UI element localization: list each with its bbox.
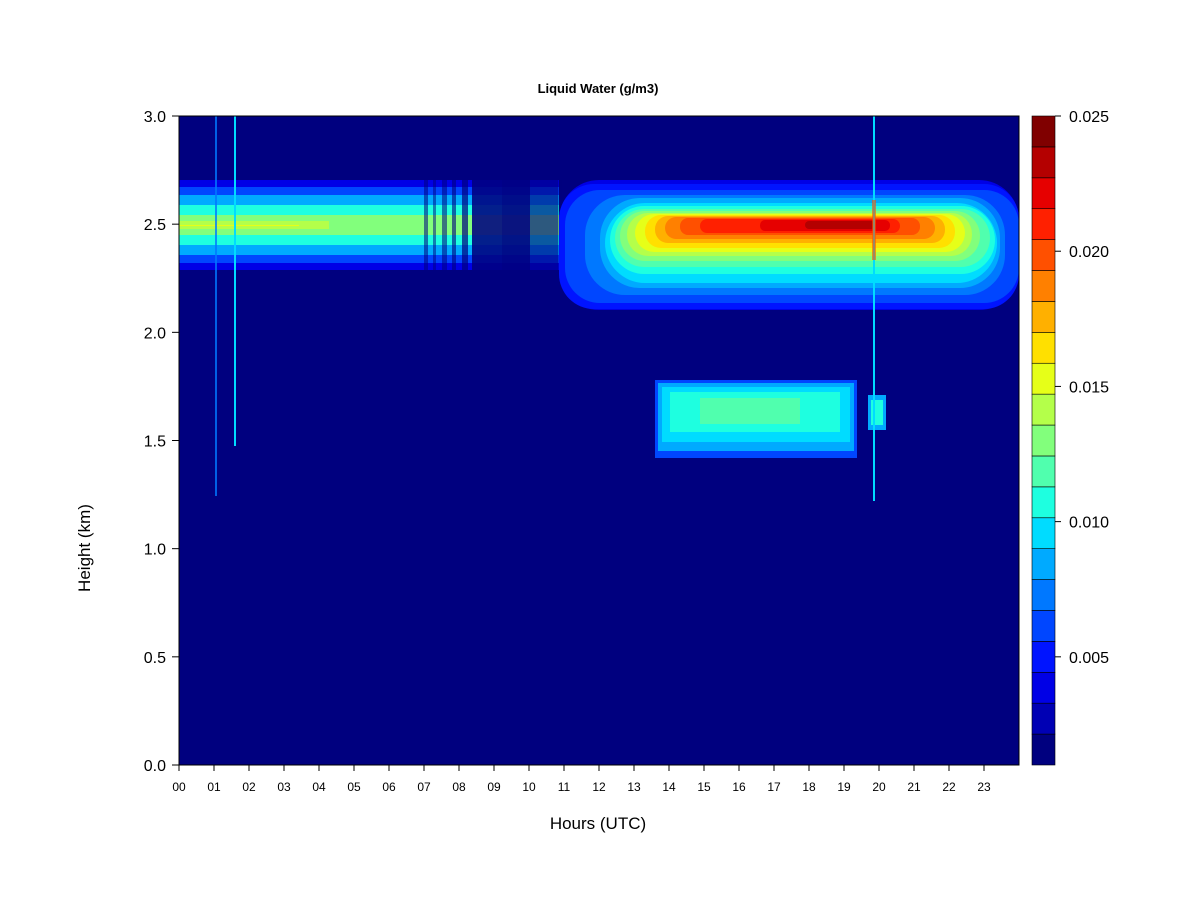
vertical-spikes bbox=[215, 116, 876, 501]
colorbar-swatch bbox=[1031, 115, 1056, 148]
upper-cloud-late bbox=[559, 180, 1019, 310]
colorbar-swatch bbox=[1031, 301, 1056, 333]
x-tick-label: 07 bbox=[417, 780, 431, 794]
x-tick-label: 10 bbox=[522, 780, 536, 794]
chart-title: Liquid Water (g/m3) bbox=[538, 81, 659, 96]
x-tick-label: 14 bbox=[662, 780, 676, 794]
x-tick-label: 18 bbox=[802, 780, 816, 794]
x-tick-label: 09 bbox=[487, 780, 501, 794]
x-tick-label: 20 bbox=[872, 780, 886, 794]
y-tick-label: 1.0 bbox=[144, 542, 166, 559]
y-tick-label: 3.0 bbox=[144, 109, 166, 126]
colorbar-tick-label: 0.005 bbox=[1069, 650, 1109, 667]
x-tick-label: 13 bbox=[627, 780, 641, 794]
colorbar-swatch bbox=[1031, 362, 1056, 395]
x-tick-label: 06 bbox=[382, 780, 396, 794]
x-tick-label: 01 bbox=[207, 780, 221, 794]
x-tick-label: 11 bbox=[558, 780, 571, 794]
y-axis: 0.0 0.5 1.0 1.5 2.0 2.5 3.0 bbox=[144, 109, 179, 775]
x-tick-label: 16 bbox=[732, 780, 746, 794]
colorbar-swatch bbox=[1031, 424, 1056, 457]
colorbar-swatch bbox=[1031, 517, 1056, 549]
x-tick-label: 05 bbox=[347, 780, 361, 794]
y-axis-label: Height (km) bbox=[75, 504, 94, 592]
x-axis: 00 01 02 03 04 05 06 07 08 09 10 11 12 13 14 15 16 17 18 19… bbox=[172, 765, 991, 794]
y-tick-label: 0.0 bbox=[144, 758, 166, 775]
colorbar-tick-label: 0.015 bbox=[1069, 379, 1109, 396]
colorbar-swatch bbox=[1031, 579, 1056, 611]
colorbar-tick-label: 0.025 bbox=[1069, 109, 1109, 126]
x-tick-label: 03 bbox=[277, 780, 291, 794]
colorbar-swatch bbox=[1031, 208, 1056, 240]
x-tick-label: 15 bbox=[697, 780, 711, 794]
colorbar-swatch bbox=[1031, 733, 1056, 766]
colorbar-tick-label: 0.010 bbox=[1069, 515, 1109, 532]
x-tick-label: 22 bbox=[942, 780, 956, 794]
colorbar-swatch bbox=[1031, 146, 1056, 179]
x-tick-label: 12 bbox=[592, 780, 606, 794]
lower-cloud bbox=[655, 380, 886, 458]
x-tick-label: 17 bbox=[767, 780, 781, 794]
x-tick-label: 23 bbox=[977, 780, 991, 794]
y-tick-label: 2.5 bbox=[144, 217, 166, 234]
colorbar: 0.005 0.010 0.015 0.020 0.025 bbox=[1031, 109, 1109, 766]
colorbar-swatch bbox=[1031, 486, 1056, 519]
x-tick-label: 04 bbox=[312, 780, 326, 794]
colorbar-swatch bbox=[1031, 610, 1056, 642]
x-tick-label: 08 bbox=[452, 780, 466, 794]
x-tick-label: 00 bbox=[172, 780, 186, 794]
colorbar-swatch bbox=[1031, 270, 1056, 302]
y-tick-label: 2.0 bbox=[144, 325, 166, 342]
x-tick-label: 19 bbox=[837, 780, 851, 794]
x-tick-label: 02 bbox=[242, 780, 256, 794]
upper-cloud-streaks bbox=[424, 180, 562, 270]
colorbar-swatch bbox=[1031, 702, 1056, 735]
colorbar-swatch bbox=[1031, 548, 1056, 580]
colorbar-swatch bbox=[1031, 393, 1056, 426]
colorbar-swatch bbox=[1031, 177, 1056, 210]
colorbar-swatch bbox=[1031, 455, 1056, 488]
colorbar-tick-label: 0.020 bbox=[1069, 244, 1109, 261]
colorbar-swatch bbox=[1031, 239, 1056, 271]
x-tick-label: 21 bbox=[907, 780, 921, 794]
y-tick-label: 0.5 bbox=[144, 650, 166, 667]
x-axis-label: Hours (UTC) bbox=[550, 814, 646, 833]
colorbar-swatch bbox=[1031, 671, 1056, 704]
plot-area bbox=[178, 115, 1020, 766]
colorbar-swatch bbox=[1031, 332, 1056, 364]
y-tick-label: 1.5 bbox=[144, 434, 166, 451]
colorbar-swatch bbox=[1031, 641, 1056, 673]
